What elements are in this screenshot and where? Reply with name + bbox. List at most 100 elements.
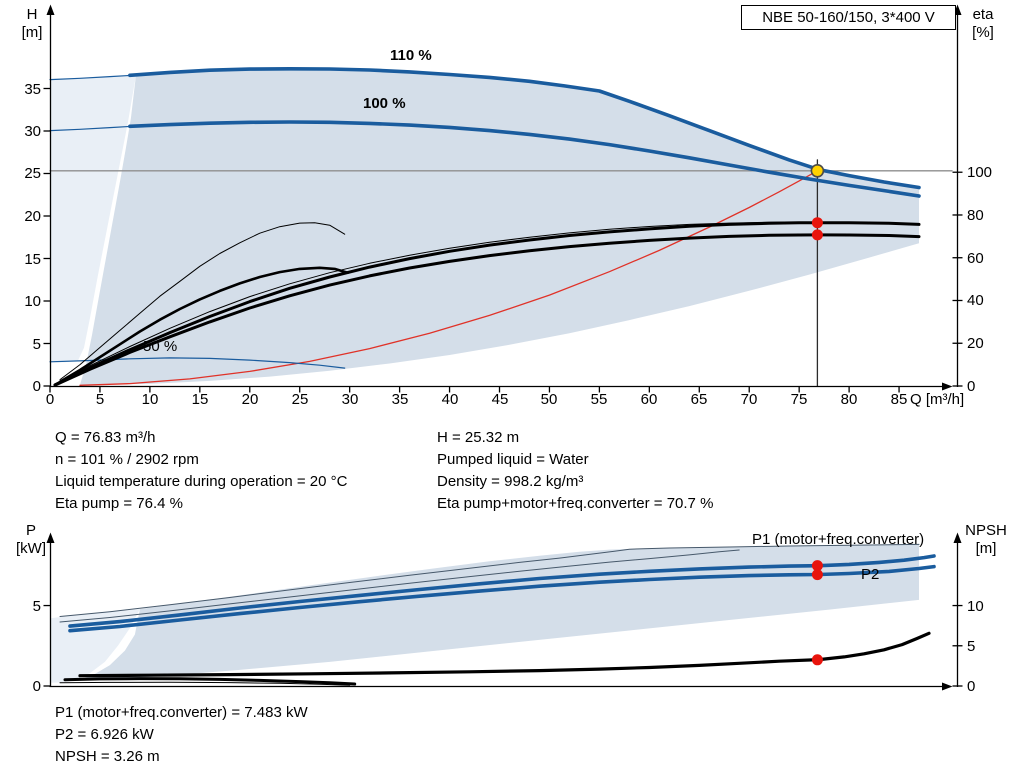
info-npsh: NPSH = 3.26 m xyxy=(55,748,160,765)
axis-arrow-icon xyxy=(46,4,55,15)
p2-curve-label: P2 xyxy=(861,566,879,583)
axis-arrow-icon xyxy=(942,682,953,691)
speed-100-label: 100 % xyxy=(363,95,406,112)
hq-eta-chart: 0 5 10 15 20 25 30 35 0 20 40 60 80 100 0 5 10 15 20 25 30 35… xyxy=(22,4,995,408)
axis-label: eta xyxy=(973,6,995,23)
npsh-reduced-thin xyxy=(59,681,351,686)
info-eta-pump: Eta pump = 76.4 % xyxy=(55,495,183,512)
operating-envelope xyxy=(80,68,919,385)
y-tick-label: 0 xyxy=(967,378,975,395)
eta-curve-reduced xyxy=(58,266,349,383)
eta-pump-point xyxy=(811,217,823,229)
x-tick-label: 50 xyxy=(541,391,558,408)
duty-point[interactable] xyxy=(810,164,825,178)
x-tick-label: 85 xyxy=(891,391,908,408)
speed-curve-50 xyxy=(49,357,346,369)
x-tick-label: 35 xyxy=(392,391,409,408)
p1-curve xyxy=(68,554,936,628)
speed-curve-110-min xyxy=(49,74,141,81)
y-tick-label: 100 xyxy=(967,164,992,181)
y-tick-label: 60 xyxy=(967,250,984,267)
pump-model-box: NBE 50-160/150, 3*400 V xyxy=(741,5,956,30)
axis-label: P xyxy=(26,522,36,539)
eta-curve-reduced-thin xyxy=(59,222,346,381)
axes: 0 5 0 5 10 P[kW] NPSH[m] xyxy=(16,522,1007,695)
x-tick-label: 30 xyxy=(342,391,359,408)
x-tick-label: 55 xyxy=(591,391,608,408)
x-tick-label: 10 xyxy=(142,391,159,408)
x-tick-label: 20 xyxy=(242,391,259,408)
info-liquid-temp: Liquid temperature during operation = 20… xyxy=(55,473,348,490)
axis-label: [%] xyxy=(972,24,994,41)
axis-label: [m] xyxy=(22,24,43,41)
p2-max-speed-line xyxy=(59,549,740,623)
power-npsh-data: P1 (motor+freq.converter) = 7.483 kW P2 … xyxy=(55,702,308,768)
p2-point xyxy=(811,569,823,581)
x-tick-label: 65 xyxy=(691,391,708,408)
pump-model-label: NBE 50-160/150, 3*400 V xyxy=(762,9,935,26)
axis-label: Q [m³/h] xyxy=(910,391,964,408)
x-tick-label: 70 xyxy=(741,391,758,408)
x-tick-label: 25 xyxy=(292,391,309,408)
y-tick-label: 5 xyxy=(967,638,975,655)
eta-total-point xyxy=(811,229,823,241)
info-p2: P2 = 6.926 kW xyxy=(55,726,154,743)
operating-data-right: H = 25.32 m Pumped liquid = Water Densit… xyxy=(437,427,713,515)
x-tick-label: 0 xyxy=(46,391,54,408)
info-p1: P1 (motor+freq.converter) = 7.483 kW xyxy=(55,704,308,721)
x-tick-label: 80 xyxy=(841,391,858,408)
axes: 0 5 10 15 20 25 30 35 0 20 40 60 80 100 0 5 10 15 20 25 30 35… xyxy=(22,4,995,408)
npsh-reduced-curve xyxy=(63,677,357,686)
axis-label: [kW] xyxy=(16,540,46,557)
x-tick-label: 5 xyxy=(96,391,104,408)
p-npsh-chart: 0 5 0 5 10 P[kW] NPSH[m] P1 (motor+freq.convert… xyxy=(16,522,1007,695)
p2-curve xyxy=(68,564,936,633)
y-tick-label: 25 xyxy=(24,165,41,182)
info-head: H = 25.32 m xyxy=(437,429,520,446)
x-tick-label: 15 xyxy=(192,391,209,408)
y-tick-label: 20 xyxy=(24,208,41,225)
axis-label: H xyxy=(27,6,38,23)
axis-arrow-icon xyxy=(953,532,962,543)
p1-point xyxy=(811,560,823,572)
y-tick-label: 0 xyxy=(33,678,41,695)
y-tick-label: 5 xyxy=(33,336,41,353)
axis-label: NPSH xyxy=(965,522,1007,539)
p1-max-speed-line xyxy=(59,543,920,617)
eta-total-curve xyxy=(53,233,921,387)
info-speed: n = 101 % / 2902 rpm xyxy=(55,451,199,468)
x-tick-label: 40 xyxy=(442,391,459,408)
axis-arrow-icon xyxy=(942,382,953,391)
axis-label: [m] xyxy=(976,540,997,557)
info-pumped-liquid: Pumped liquid = Water xyxy=(437,451,589,468)
operating-data-left: Q = 76.83 m³/h n = 101 % / 2902 rpm Liqu… xyxy=(55,427,347,515)
eta-pump-curve xyxy=(53,221,921,387)
info-density: Density = 998.2 kg/m³ xyxy=(437,473,584,490)
npsh-point xyxy=(811,654,823,666)
speed-110-label: 110 % xyxy=(390,47,432,64)
y-tick-label: 35 xyxy=(24,81,41,98)
speed-curve-100 xyxy=(128,120,921,198)
y-tick-label: 20 xyxy=(967,335,984,352)
npsh-curve xyxy=(78,631,931,678)
info-flow: Q = 76.83 m³/h xyxy=(55,429,156,446)
x-tick-label: 45 xyxy=(492,391,509,408)
y-tick-label: 0 xyxy=(967,678,975,695)
system-curve xyxy=(79,170,819,386)
y-tick-label: 15 xyxy=(24,251,41,268)
y-tick-label: 0 xyxy=(33,378,41,395)
y-tick-label: 80 xyxy=(967,207,984,224)
y-tick-label: 5 xyxy=(33,598,41,615)
y-tick-label: 40 xyxy=(967,292,984,309)
info-eta-total: Eta pump+motor+freq.converter = 70.7 % xyxy=(437,495,714,512)
y-tick-label: 30 xyxy=(24,123,41,140)
axis-arrow-icon xyxy=(46,532,55,543)
p1-curve-label: P1 (motor+freq.converter) xyxy=(752,531,924,548)
y-tick-label: 10 xyxy=(24,293,41,310)
speed-50-label: 50 % xyxy=(143,338,177,355)
speed-curve-110 xyxy=(128,67,921,190)
speed-curve-100-min xyxy=(49,125,141,132)
min-flow-region xyxy=(50,75,136,363)
x-tick-label: 75 xyxy=(791,391,808,408)
